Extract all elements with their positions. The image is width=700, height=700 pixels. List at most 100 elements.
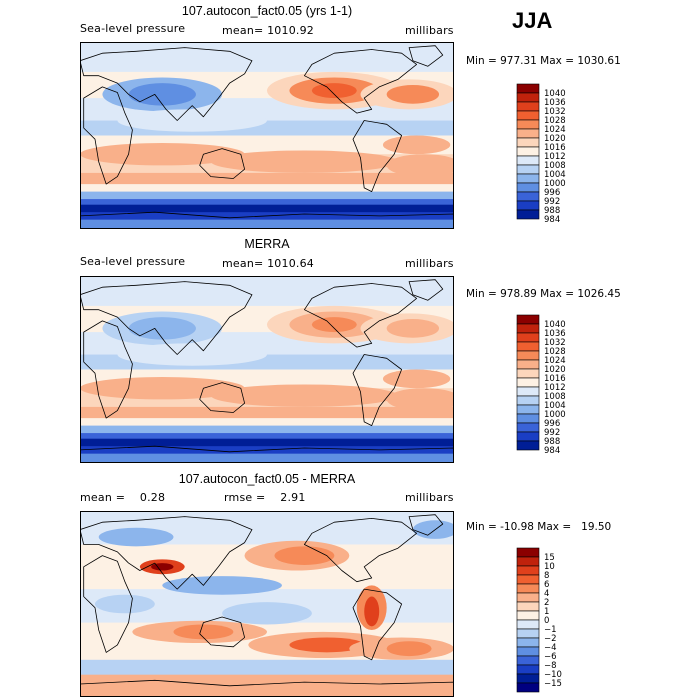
colorbar-swatch (516, 628, 540, 639)
colorbar-tick-label: 1016 (544, 143, 566, 153)
colorbar-swatch (516, 146, 540, 157)
colorbar-tick-label: 0 (544, 616, 549, 626)
colorbar-tick-label: 1012 (544, 152, 566, 162)
colorbar-swatch (516, 119, 540, 130)
colorbar-swatch (516, 395, 540, 406)
colorbar-swatch (516, 547, 540, 558)
coastline (352, 588, 403, 661)
colorbar-tick-label: −1 (544, 625, 557, 635)
field-band (80, 659, 454, 676)
colorbar-swatch (516, 386, 540, 397)
coastline (352, 120, 403, 193)
coastline (352, 354, 403, 427)
panel2-colorbar: 1040103610321028102410201016101210081004… (516, 314, 566, 454)
colorbar-tick-label: 15 (544, 553, 555, 563)
colorbar-swatch (516, 619, 540, 630)
field-band (80, 199, 454, 206)
colorbar-swatch (516, 359, 540, 370)
panel3-rmse: rmse = 2.91 (224, 491, 306, 504)
field-anomaly (117, 109, 267, 132)
map-frame (80, 511, 454, 697)
colorbar-swatch (516, 637, 540, 648)
colorbar-tick-label: 1040 (544, 89, 566, 99)
colorbar-tick-label: −6 (544, 652, 557, 662)
field-anomaly (162, 576, 282, 595)
season-label: JJA (512, 8, 553, 33)
colorbar-swatch (516, 323, 540, 334)
coastline (303, 518, 418, 583)
colorbar-tick-label: 1008 (544, 392, 566, 402)
colorbar-tick-label: 996 (544, 419, 560, 429)
colorbar-swatch (516, 341, 540, 352)
field-anomaly (128, 317, 196, 340)
colorbar-swatch (516, 565, 540, 576)
colorbar-swatch (516, 404, 540, 415)
colorbar-tick-label: 1028 (544, 116, 566, 126)
coastline (80, 679, 454, 697)
field-anomaly (382, 135, 451, 155)
colorbar-tick-label: 992 (544, 197, 560, 207)
colorbar-swatch (516, 646, 540, 657)
field-band (80, 204, 454, 213)
colorbar-swatch (516, 164, 540, 175)
panel2-variable: Sea-level pressure (80, 255, 186, 268)
colorbar-swatch (516, 655, 540, 666)
coastline (199, 382, 246, 413)
field-anomaly (98, 527, 174, 547)
colorbar-swatch (516, 173, 540, 184)
coastline (80, 516, 253, 590)
field-anomaly (382, 369, 451, 389)
field-band (80, 406, 454, 419)
colorbar-swatch (516, 682, 540, 693)
field-anomaly (386, 319, 440, 338)
map-frame (80, 276, 454, 463)
coastline (80, 281, 253, 355)
field-anomaly (274, 546, 335, 565)
colorbar-tick-label: 4 (544, 589, 549, 599)
colorbar-swatch (516, 431, 540, 442)
colorbar-swatch (516, 182, 540, 193)
colorbar-tick-label: 1004 (544, 401, 566, 411)
field-band (80, 418, 454, 427)
colorbar-tick-label: 1032 (544, 107, 566, 117)
field-anomaly (386, 388, 454, 411)
field-anomaly (386, 154, 454, 177)
colorbar-tick-label: −8 (544, 661, 557, 671)
colorbar-tick-label: 996 (544, 188, 560, 198)
panel2-minmax: Min = 978.89 Max = 1026.45 (466, 288, 621, 300)
colorbar-swatch (516, 314, 540, 325)
colorbar-swatch (516, 83, 540, 94)
field-anomaly (210, 150, 398, 173)
colorbar-tick-label: 1 (544, 607, 549, 617)
colorbar-swatch (516, 128, 540, 139)
colorbar-tick-label: 1004 (544, 170, 566, 180)
colorbar-swatch (516, 332, 540, 343)
field-band (80, 453, 454, 463)
colorbar-tick-label: 984 (544, 215, 560, 223)
panel1-map (80, 42, 454, 229)
panel3-title: 107.autocon_fact0.05 - MERRA (178, 472, 356, 486)
coastline (408, 45, 444, 67)
field-anomaly (289, 637, 365, 653)
colorbar-swatch (516, 110, 540, 121)
colorbar-tick-label: 1024 (544, 356, 566, 366)
panel3-map (80, 511, 454, 697)
coastline (83, 555, 133, 653)
field-anomaly (173, 624, 234, 640)
coastline (199, 148, 246, 179)
colorbar-swatch (516, 422, 540, 433)
field-anomaly (80, 376, 245, 400)
colorbar-swatch (516, 350, 540, 361)
colorbar-swatch (516, 191, 540, 202)
field-anomaly (364, 596, 380, 627)
colorbar-tick-label: 10 (544, 562, 555, 572)
coastline (303, 49, 418, 114)
colorbar-tick-label: 1016 (544, 374, 566, 384)
panel1-units: millibars (405, 24, 454, 37)
colorbar-swatch (516, 101, 540, 112)
colorbar-tick-label: −10 (544, 670, 562, 680)
colorbar-tick-label: 1036 (544, 98, 566, 108)
field-anomaly (222, 602, 312, 625)
panel1-title: 107.autocon_fact0.05 (yrs 1-1) (181, 4, 353, 18)
